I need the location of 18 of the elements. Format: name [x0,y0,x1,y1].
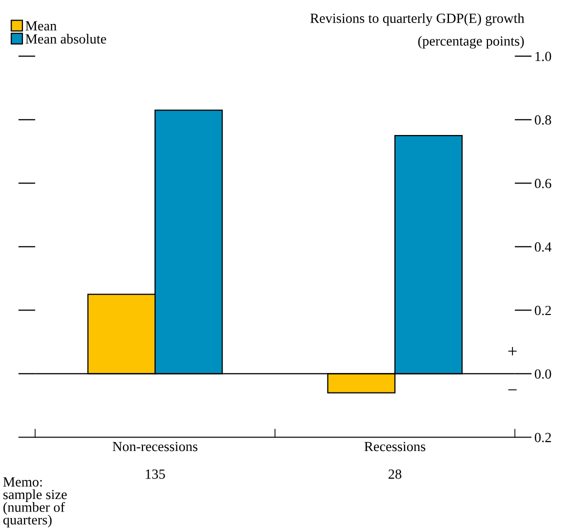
text: 28 [388,469,402,479]
y-tick-label: 0.4 [534,242,552,252]
chart-title: Revisions to quarterly GDP(E) growth [310,13,524,26]
annotation: − [508,389,517,390]
legend-label: Mean absolute [26,34,106,44]
x-tick-label: Recessions [364,442,426,452]
text: 135 [146,470,165,479]
y-tick-label: 0.2 [534,432,551,442]
text: Memo: sample size (number of quarters) [3,477,67,528]
y-axis-title: (percentage points) [418,36,524,49]
y-tick-label: 0.8 [534,115,552,125]
annotation: + [508,346,517,356]
y-tick-label: 0.6 [534,178,552,188]
y-tick-label: 0.2 [534,306,551,316]
legend-label: Mean [26,21,57,31]
x-tick-label: Non-recessions [112,442,198,452]
y-tick-label: 0.0 [534,369,552,379]
y-tick-label: 1.0 [536,52,552,62]
